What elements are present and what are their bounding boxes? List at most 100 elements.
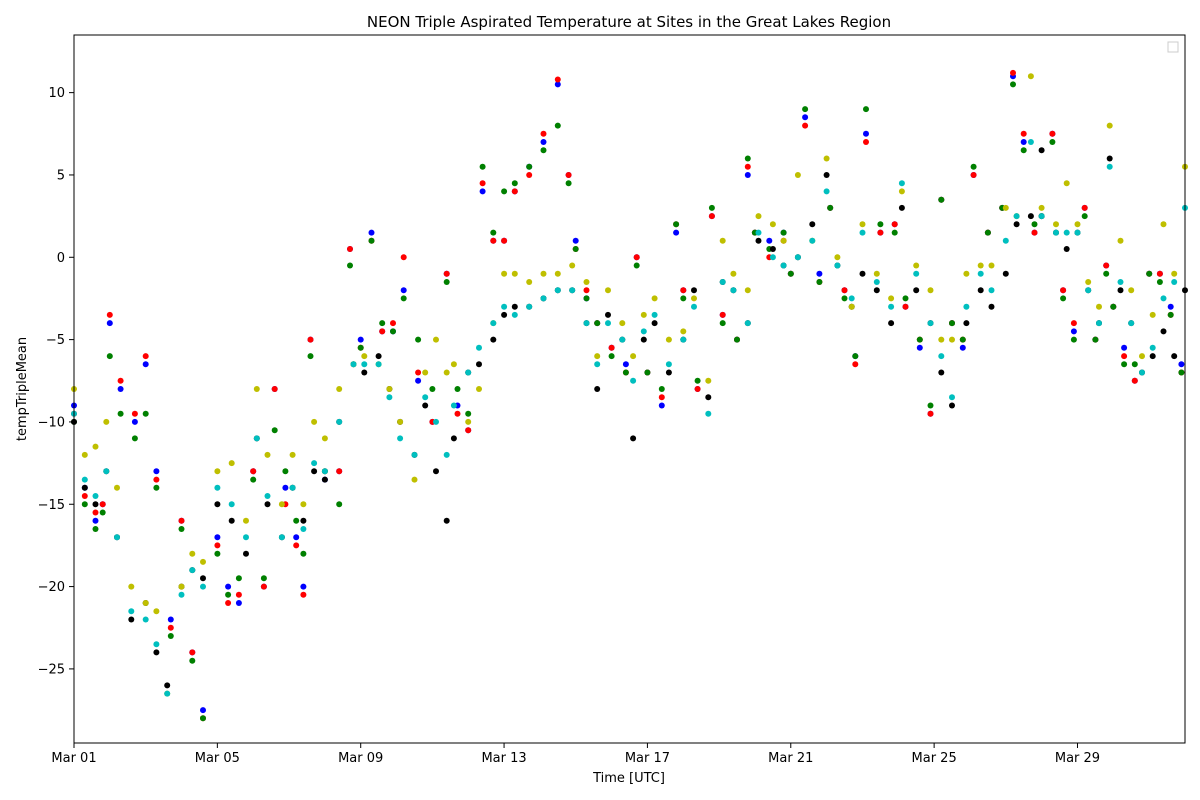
data-point [916,336,923,343]
data-point [1063,246,1070,252]
x-tick-label: Mar 05 [195,751,240,766]
data-point [680,328,687,335]
data-point [92,526,99,532]
data-point [640,311,647,318]
data-point [511,311,518,318]
data-point [128,608,135,615]
data-point [583,295,590,302]
data-point [691,287,697,294]
data-point [540,270,547,277]
data-point [594,353,601,360]
data-point [114,534,120,541]
data-point [873,270,880,277]
data-point [153,641,160,648]
data-point [873,287,880,294]
data-point [375,361,382,368]
data-point [744,172,751,178]
data-point [569,262,576,269]
data-point [959,336,966,343]
data-point [705,410,712,417]
data-point [92,443,99,450]
data-point [243,550,249,557]
data-point [673,221,680,228]
data-point [264,451,271,458]
data-point [913,262,920,269]
data-point [214,534,221,541]
data-point [390,320,396,327]
data-point [554,81,561,88]
data-point [605,311,611,318]
data-point [630,353,637,360]
data-point [178,526,185,532]
data-point [705,394,712,401]
data-point [1167,311,1174,318]
data-point [235,600,242,606]
data-point [902,295,909,302]
data-point [336,501,343,508]
data-point [465,410,472,417]
data-point [1031,229,1038,236]
data-point [730,287,737,294]
data-point [651,295,658,302]
data-point [658,386,665,392]
data-point [608,344,615,351]
data-point [454,386,461,392]
data-point [1117,279,1124,285]
data-point [891,221,898,228]
data-point [142,600,149,606]
data-point [540,130,547,137]
data-point [1049,139,1056,145]
data-point [734,336,740,343]
data-point [949,402,955,409]
data-point [81,484,88,491]
data-point [189,649,196,656]
data-point [225,591,232,598]
data-point [81,476,88,483]
data-point [1146,270,1153,277]
data-point [117,377,124,384]
data-point [927,287,934,294]
data-point [1106,122,1113,129]
data-point [336,418,343,425]
data-point [583,287,590,294]
data-point [622,369,629,376]
data-point [823,155,830,162]
data-point [311,418,318,425]
data-point [443,451,450,458]
data-point [386,386,393,392]
data-point [719,311,726,318]
data-point [106,353,113,360]
data-point [1074,221,1081,228]
data-point [235,591,242,598]
data-point [422,369,429,376]
data-point [572,237,579,244]
data-point [293,542,300,549]
data-point [1027,73,1034,80]
data-point [321,476,328,483]
data-point [1027,139,1034,145]
data-point [594,320,601,327]
data-point [1156,279,1163,285]
data-point [1020,139,1027,145]
data-point [178,583,185,590]
data-point [630,435,637,442]
data-point [167,624,174,631]
data-point [443,369,450,376]
data-point [1020,130,1027,137]
series-1 [71,69,1185,722]
data-point [1063,229,1070,236]
data-point [665,361,672,368]
x-tick-label: Mar 13 [481,751,526,766]
data-point [153,476,160,483]
y-tick-label: −15 [38,498,65,513]
data-point [250,476,257,483]
data-point [823,172,830,178]
y-axis-ticks: −25 −20 −15 −10 −5 0 5 10 [38,86,74,677]
data-point [479,188,486,195]
data-point [622,361,629,368]
data-point [92,509,99,516]
data-point [719,320,726,327]
data-point [526,163,533,170]
data-point [665,336,672,343]
